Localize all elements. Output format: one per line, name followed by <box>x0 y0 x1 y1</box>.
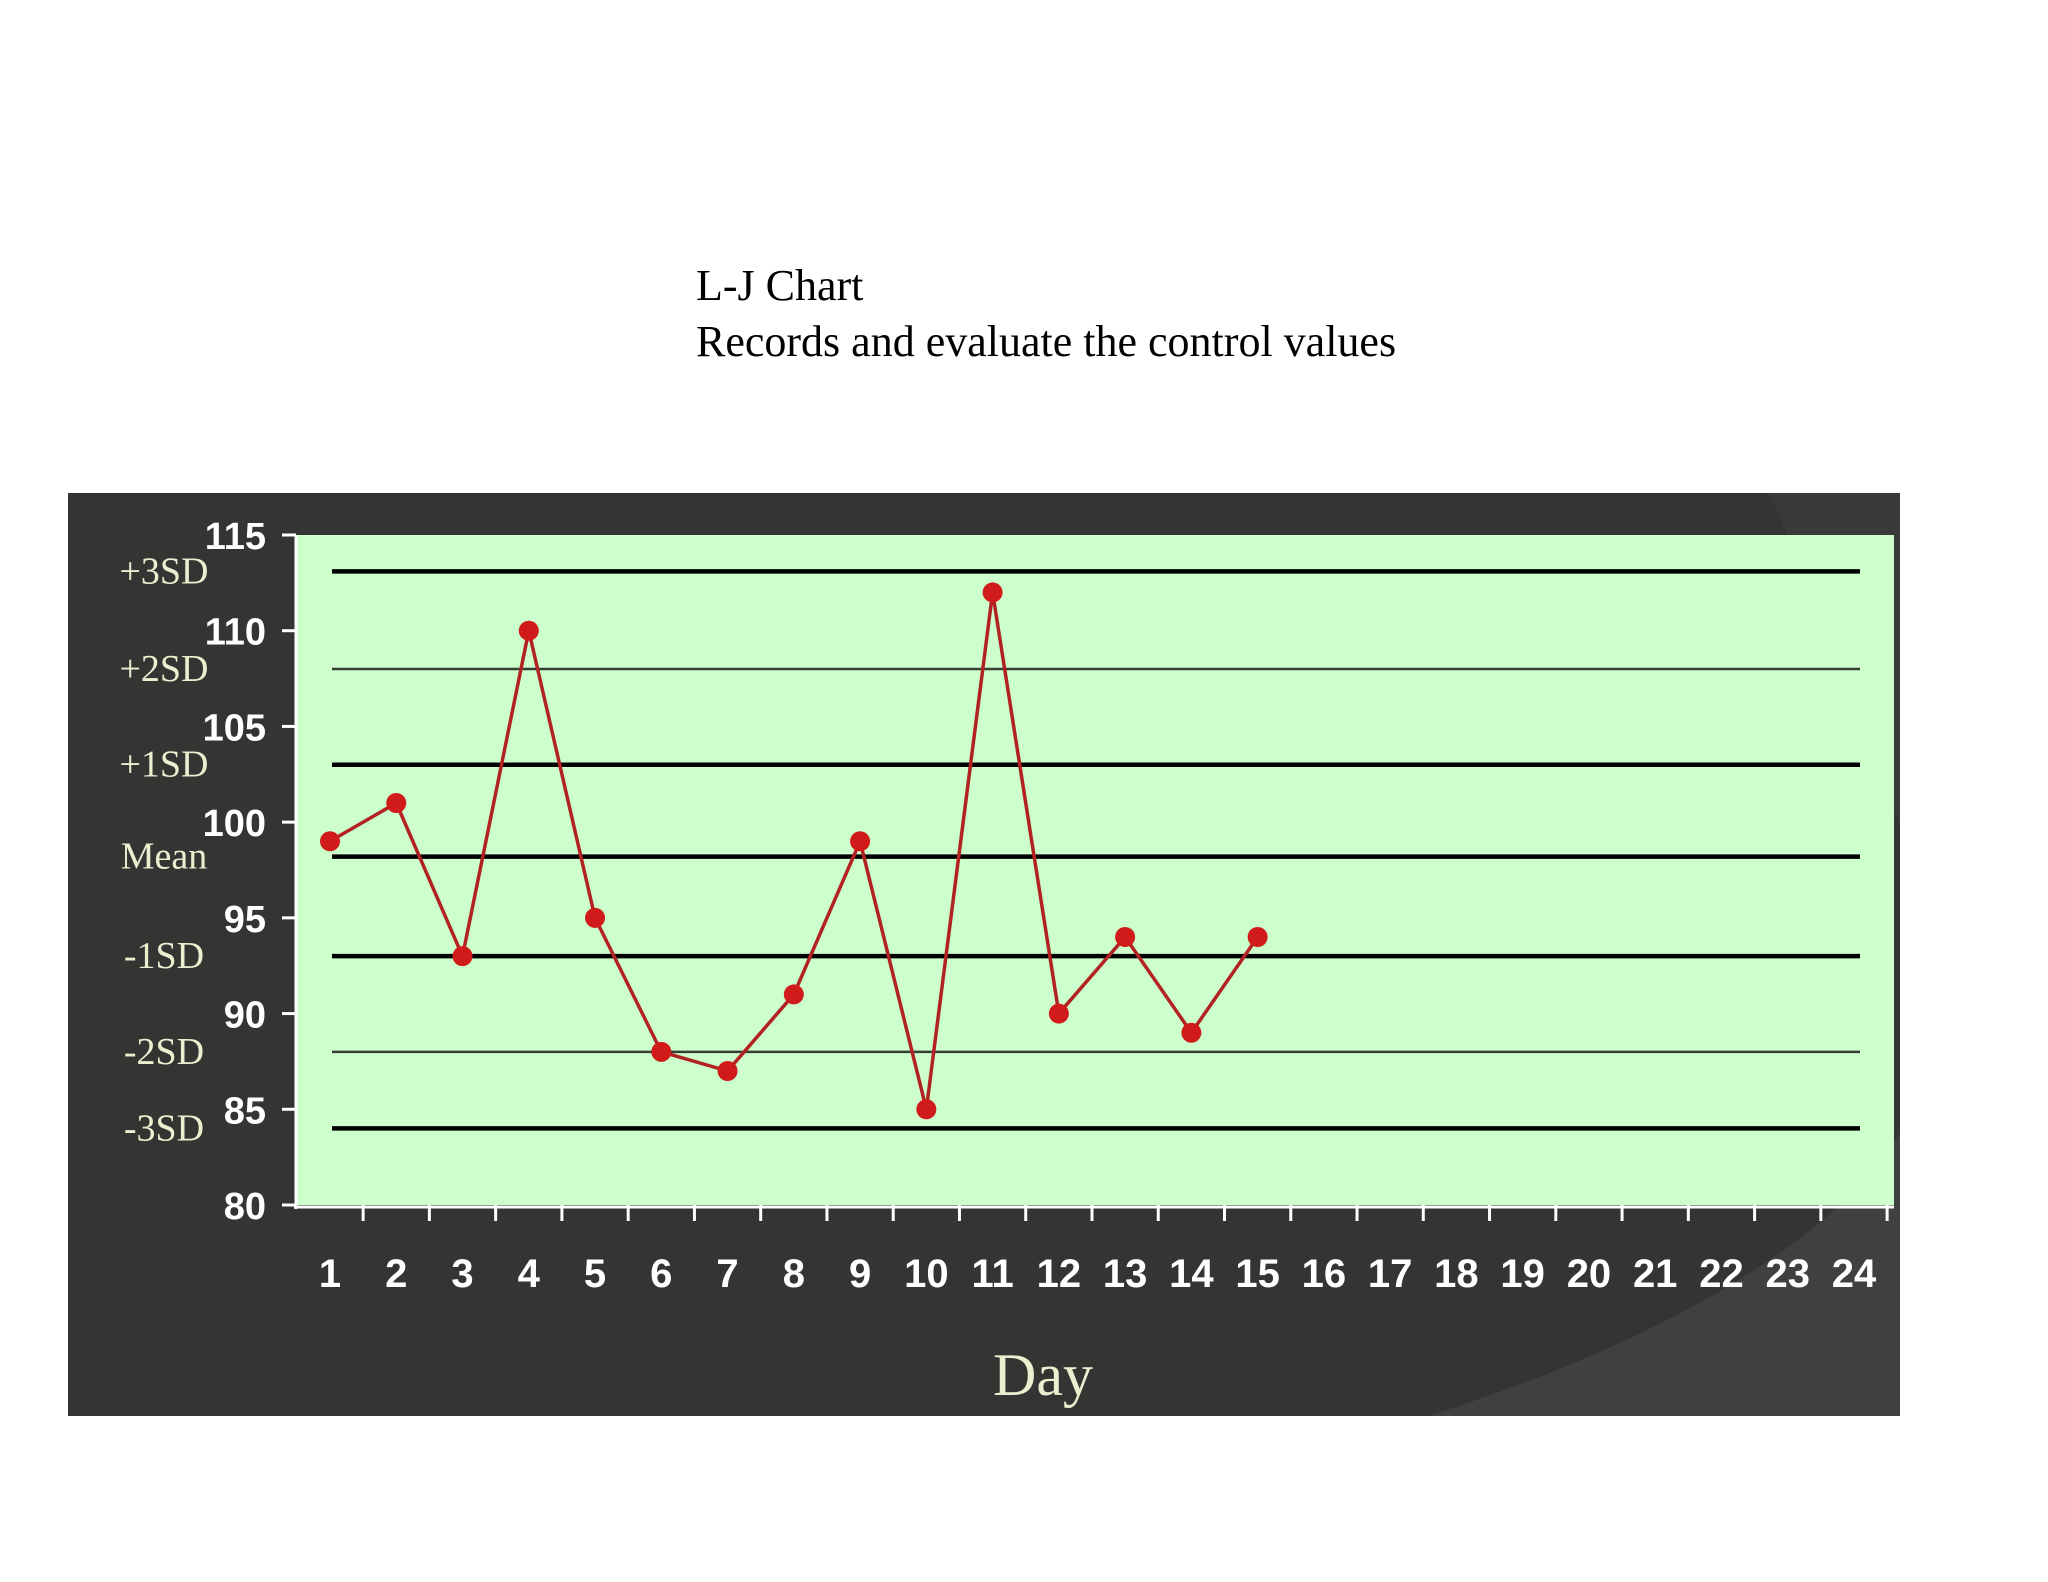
y-tick-label: 80 <box>224 1186 266 1228</box>
data-point <box>1115 927 1136 947</box>
y-tick-label: 115 <box>205 516 266 558</box>
data-point <box>717 1061 738 1081</box>
x-tick-label: 5 <box>584 1252 606 1296</box>
x-tick-label: 2 <box>385 1252 407 1296</box>
x-tick-label: 23 <box>1765 1252 1810 1296</box>
y-tick-label: 100 <box>203 803 266 845</box>
data-point <box>651 1041 672 1062</box>
x-tick-label: 17 <box>1368 1252 1413 1296</box>
sd-label: -1SD <box>124 935 204 977</box>
reference-lines <box>332 569 1860 1131</box>
data-point <box>585 907 606 928</box>
x-tick-label: 6 <box>650 1252 672 1296</box>
sd-label: -2SD <box>124 1031 204 1073</box>
sd-label: -3SD <box>124 1107 204 1149</box>
data-point <box>518 620 539 641</box>
sd-label: +1SD <box>119 744 208 786</box>
x-tick-label: 9 <box>849 1252 871 1296</box>
x-tick-label: 10 <box>904 1252 949 1296</box>
data-point <box>386 793 407 813</box>
data-point <box>320 831 340 852</box>
x-tick-label: 3 <box>451 1252 473 1296</box>
data-point <box>916 1099 937 1120</box>
x-tick-label: 11 <box>971 1252 1013 1296</box>
data-point <box>783 984 804 1005</box>
x-tick-label: 13 <box>1103 1252 1148 1296</box>
x-tick-label: 7 <box>716 1252 738 1296</box>
data-point <box>1247 927 1268 947</box>
sd-label: Mean <box>121 836 208 878</box>
x-tick-label: 8 <box>783 1252 805 1296</box>
x-tick-label: 24 <box>1832 1252 1877 1296</box>
data-point <box>982 582 1003 603</box>
y-tick-labels: 115 110 105 100 95 90 85 80 <box>203 516 266 1228</box>
x-tick-label: 22 <box>1699 1252 1744 1296</box>
x-tick-label: 14 <box>1169 1252 1214 1296</box>
x-tick-label: 4 <box>518 1252 541 1296</box>
x-tick-label: 15 <box>1235 1252 1280 1296</box>
x-tick-label: 20 <box>1567 1252 1612 1296</box>
data-point <box>1048 1003 1069 1024</box>
x-tick-label: 12 <box>1037 1252 1082 1296</box>
chart-title: L-J Chart <box>696 261 864 310</box>
y-tick-label: 90 <box>224 995 266 1037</box>
x-axis-title: Day <box>993 1342 1093 1408</box>
x-tick-labels: 1 2 3 4 5 6 7 8 9 10 11 12 13 14 15 16 17 18 19 20 21 22 23 24 <box>319 1252 1877 1296</box>
page-title-block: L-J Chart Records and evaluate the contr… <box>696 258 1396 370</box>
y-tick-label: 85 <box>224 1090 266 1132</box>
sd-label: +3SD <box>119 550 208 592</box>
y-tick-label: 110 <box>205 612 266 654</box>
x-tick-label: 21 <box>1633 1252 1678 1296</box>
x-tick-label: 18 <box>1434 1252 1479 1296</box>
data-series <box>320 582 1268 1120</box>
y-tick-label: 105 <box>203 707 266 749</box>
lj-chart-panel: 115 110 105 100 95 90 85 80 +3SD +2SD +1SD Mean -1S… <box>68 493 1900 1416</box>
chart-subtitle: Records and evaluate the control values <box>696 317 1397 366</box>
data-point <box>1181 1022 1202 1043</box>
plot-area <box>296 535 1894 1205</box>
x-tick-label: 1 <box>319 1252 341 1296</box>
data-point <box>850 831 871 852</box>
x-tick-label: 16 <box>1302 1252 1347 1296</box>
data-point <box>452 946 473 967</box>
sd-labels: +3SD +2SD +1SD Mean -1SD -2SD -3SD <box>119 550 208 1149</box>
x-tick-label: 19 <box>1500 1252 1545 1296</box>
axes <box>282 533 1894 1221</box>
y-tick-label: 95 <box>224 899 266 941</box>
sd-label: +2SD <box>119 648 208 690</box>
decorative-swoosh <box>1428 1133 1900 1416</box>
